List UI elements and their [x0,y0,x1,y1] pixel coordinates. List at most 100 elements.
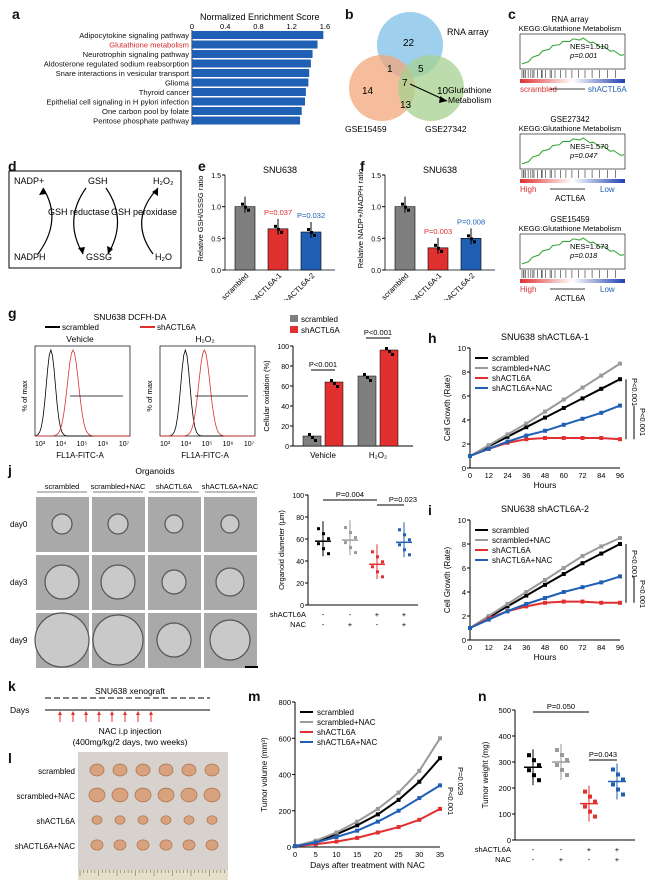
growth-xtick: 84 [597,471,605,480]
panel-a-bar [192,107,302,115]
wt-cond: + [615,845,620,854]
tumor [91,815,103,825]
wt-point [565,758,569,762]
vol-point [396,790,401,795]
organoid [156,622,192,658]
bar [324,381,344,447]
panel-f-chart: SNU638 0.0 0.5 1.0 1.5 Relative NADP+/NADPH r… [356,165,495,300]
bar-dot [470,237,473,241]
panel-l-tumors: scrambled scrambled+NAC shACTL6A shACTL6A+N… [15,752,228,880]
wt-point [560,753,564,757]
growth-point [524,590,529,594]
bar-dot [307,228,310,231]
injection-arrowhead [110,711,114,715]
growth-point [580,561,585,566]
wt-ytick: 400 [498,732,511,741]
dot-cond: - [376,620,379,629]
growth-xtick: 48 [541,471,549,480]
growth-xtick: 48 [541,643,549,652]
vol-ytick: 600 [278,734,291,743]
tumor [114,815,126,825]
vol-point [313,840,318,845]
bar-tick-label: 1.5 [211,173,221,180]
tumor [90,839,104,851]
tumor [181,763,197,777]
vol-line [294,737,441,848]
growth-xtick: 96 [616,471,624,480]
growth-legend: shACTL6A [492,374,531,383]
xeno-days: Days [10,705,29,715]
tumor [182,839,196,851]
wt-ytick: 100 [498,810,511,819]
growth-point [599,544,604,549]
growth-ytick: 0 [462,636,466,645]
venn-annotation: Glutathione Metabolism [448,85,492,105]
growth-point [524,425,529,430]
tumor [137,815,149,825]
growth-point [599,386,604,391]
organoid [215,567,245,597]
dot-cond: shACTL6A [270,610,306,619]
node-gsh: GSH [88,176,108,186]
vol-point [355,819,360,824]
tumor [205,839,219,851]
growth-xlabel: Hours [534,652,557,662]
panel-a-pathway: Glioma [165,79,190,88]
dot-cond: + [402,610,407,619]
tumor-row: shACTL6A [36,817,75,826]
legend-swatch [290,326,298,333]
bar-pval: P=0.008 [457,217,485,226]
wt-point [583,789,587,794]
dot-point [354,551,357,555]
vol-point [375,806,380,811]
growth-ytick: 6 [462,392,466,401]
organoid [164,514,184,534]
growth-point [543,582,547,587]
vol-point [417,817,422,822]
organoid-title: Organoids [135,466,174,476]
flow-sh [35,349,130,437]
growth-point [618,403,622,408]
bar-dot [336,385,339,388]
growth-point [524,421,529,426]
growth-xtick: 0 [468,643,472,652]
bar [379,349,399,447]
vol-point [355,828,360,833]
panel-c-label: c [508,6,516,22]
flow-box [34,345,131,437]
organoid [92,614,144,666]
wt-ytick: 200 [498,784,511,793]
panel-d-diagram: NADP+ GSH H₂O₂ GSH reductase GSH peroxid… [8,170,182,269]
growth-xtick: 36 [522,643,530,652]
flow-subtitle: H₂O₂ [195,334,214,344]
panel-g-bar: scrambled shACTL6A 0 20 40 60 80 100 Cellular ox… [262,315,413,460]
dot-ytick: 100 [292,493,304,500]
bar-dot [313,234,316,237]
wt-p: P=0.050 [547,702,575,711]
growth-point [468,454,472,458]
bar-tick-label: 1.5 [371,173,381,180]
panel-a-tick: 0.4 [220,22,230,31]
flow-xtick: 10³ [35,441,46,448]
dot-point [398,543,401,547]
growth-point [618,536,622,540]
panel-a-bar [192,78,309,87]
tumor-row: shACTL6A+NAC [15,842,75,851]
tumor [158,763,174,777]
gsea-box [519,33,626,70]
panel-a-pathway: Aldosterone regulated sodium reabsorptio… [44,60,189,69]
bar-dot [467,234,470,238]
flow-xlabel: FL1A-FITC-A [56,451,104,460]
panel-b-label: b [345,6,354,22]
organoid [161,569,187,595]
bar-dot [385,347,388,350]
venn-count-rna-15459: 1 [387,64,393,75]
gsea-left: scrambled [520,85,557,94]
gsea-p: p=0.047 [569,151,598,160]
bar-pval: P=0.003 [424,227,452,236]
growth-point [599,373,604,378]
flow-xtick: 10⁵ [77,441,88,448]
dot-point [398,528,401,532]
panel-a-bar [192,116,301,125]
tumor-row: scrambled+NAC [17,792,76,801]
